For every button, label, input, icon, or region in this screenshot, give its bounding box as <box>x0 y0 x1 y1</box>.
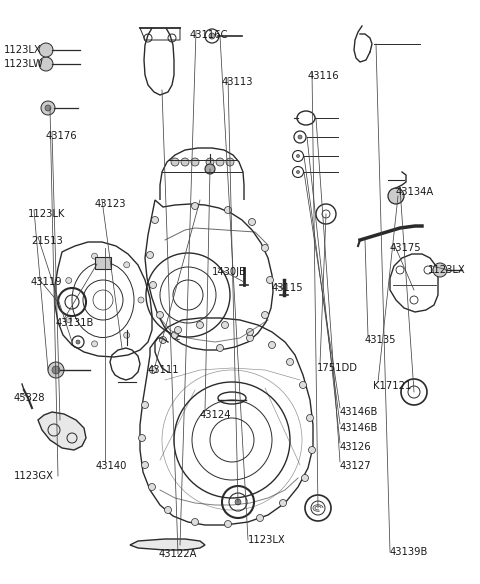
Circle shape <box>142 461 148 468</box>
Circle shape <box>139 434 145 442</box>
Circle shape <box>297 155 300 158</box>
Circle shape <box>41 101 55 115</box>
Text: c: c <box>176 333 180 342</box>
Text: 43113: 43113 <box>222 77 253 87</box>
Text: 43127: 43127 <box>340 461 372 471</box>
Circle shape <box>216 345 224 352</box>
Circle shape <box>92 341 97 347</box>
Circle shape <box>171 158 179 166</box>
Circle shape <box>433 263 447 277</box>
Text: 43119: 43119 <box>31 277 62 287</box>
Text: 1751DD: 1751DD <box>317 363 358 373</box>
Text: 43146B: 43146B <box>340 423 378 433</box>
Circle shape <box>48 362 64 378</box>
Text: 43176: 43176 <box>46 131 78 141</box>
Circle shape <box>66 317 72 322</box>
Text: 1123LX: 1123LX <box>428 265 466 275</box>
Circle shape <box>298 135 302 139</box>
Circle shape <box>152 217 158 224</box>
Circle shape <box>206 158 214 166</box>
Circle shape <box>216 158 224 166</box>
Circle shape <box>266 276 274 283</box>
Circle shape <box>165 506 171 513</box>
Circle shape <box>138 297 144 303</box>
Text: 1123LX: 1123LX <box>4 45 42 55</box>
Circle shape <box>279 499 287 506</box>
Text: 1123GX: 1123GX <box>14 471 54 481</box>
Text: 45328: 45328 <box>14 393 46 403</box>
Text: 1430JB: 1430JB <box>212 267 247 277</box>
Circle shape <box>388 188 404 204</box>
Circle shape <box>76 340 80 344</box>
Circle shape <box>226 158 234 166</box>
Text: 43139B: 43139B <box>390 547 428 557</box>
Circle shape <box>247 335 253 342</box>
Circle shape <box>181 158 189 166</box>
Text: 1123LX: 1123LX <box>248 535 286 545</box>
Text: 43124: 43124 <box>200 410 231 420</box>
Circle shape <box>92 253 97 259</box>
Circle shape <box>124 332 130 338</box>
Text: 43116: 43116 <box>308 71 340 81</box>
Text: 43116C: 43116C <box>190 30 228 40</box>
Circle shape <box>156 311 164 318</box>
Circle shape <box>205 164 215 174</box>
Circle shape <box>309 447 315 454</box>
Circle shape <box>262 245 268 252</box>
Circle shape <box>262 311 268 318</box>
Circle shape <box>300 381 307 388</box>
Circle shape <box>307 415 313 422</box>
Circle shape <box>301 474 309 481</box>
Circle shape <box>297 171 300 173</box>
Circle shape <box>196 322 204 328</box>
Text: 43123: 43123 <box>95 199 127 209</box>
Circle shape <box>124 262 130 268</box>
Circle shape <box>249 218 255 225</box>
Circle shape <box>159 336 167 343</box>
Circle shape <box>225 207 231 214</box>
Polygon shape <box>38 412 86 450</box>
Text: K17121: K17121 <box>373 381 411 391</box>
Text: 1123LW: 1123LW <box>4 59 44 69</box>
Circle shape <box>287 359 293 366</box>
Text: 43140: 43140 <box>96 461 127 471</box>
Polygon shape <box>130 539 205 550</box>
Text: 21513: 21513 <box>31 236 63 246</box>
Circle shape <box>221 322 228 328</box>
Circle shape <box>52 366 60 374</box>
Circle shape <box>171 332 179 339</box>
Circle shape <box>225 520 231 527</box>
Circle shape <box>191 158 199 166</box>
Text: 43122A: 43122A <box>159 549 197 559</box>
Circle shape <box>192 519 199 526</box>
Circle shape <box>268 342 276 349</box>
Circle shape <box>39 43 53 57</box>
Circle shape <box>209 33 215 39</box>
Circle shape <box>235 499 241 505</box>
Circle shape <box>192 203 199 210</box>
Text: 43146B: 43146B <box>340 407 378 417</box>
Circle shape <box>149 281 156 288</box>
Text: 1123LK: 1123LK <box>28 209 65 219</box>
Circle shape <box>142 402 148 408</box>
Text: 43126: 43126 <box>340 442 372 452</box>
Text: 43111: 43111 <box>148 365 180 375</box>
Text: 43134A: 43134A <box>396 187 434 197</box>
FancyBboxPatch shape <box>95 257 111 269</box>
Text: 43135: 43135 <box>365 335 396 345</box>
Circle shape <box>148 484 156 491</box>
Circle shape <box>66 277 72 283</box>
Text: 43115: 43115 <box>272 283 304 293</box>
Circle shape <box>175 326 181 333</box>
Circle shape <box>146 252 154 259</box>
Circle shape <box>256 515 264 522</box>
Circle shape <box>247 328 253 335</box>
Circle shape <box>149 367 156 374</box>
Circle shape <box>39 57 53 71</box>
Circle shape <box>45 105 51 111</box>
Text: 43175: 43175 <box>390 243 421 253</box>
Text: 43131B: 43131B <box>56 318 95 328</box>
